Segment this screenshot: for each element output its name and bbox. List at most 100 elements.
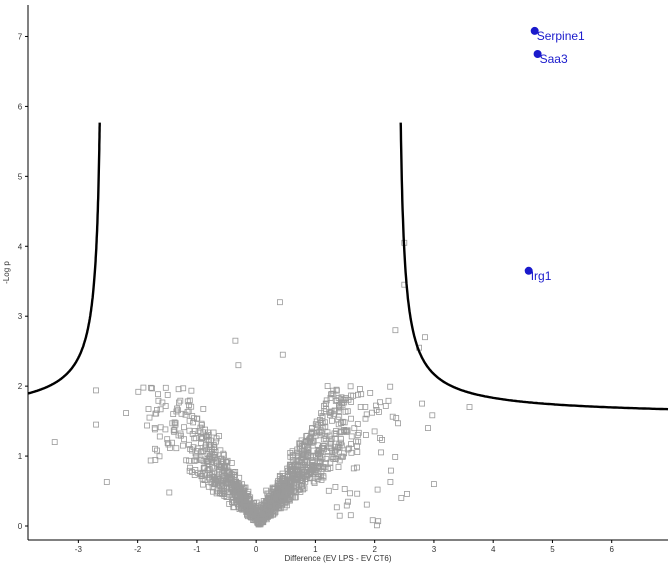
background-point xyxy=(193,415,200,422)
background-point xyxy=(188,387,195,394)
x-tick-label: -1 xyxy=(193,545,201,554)
background-point xyxy=(422,334,428,341)
background-point xyxy=(197,457,204,463)
background-point xyxy=(151,425,158,431)
background-point xyxy=(144,422,151,429)
background-point xyxy=(157,406,164,413)
background-point xyxy=(292,461,299,468)
background-point xyxy=(362,415,369,422)
background-point xyxy=(395,420,402,427)
background-point xyxy=(190,419,197,426)
background-point xyxy=(180,385,187,392)
background-point xyxy=(322,435,329,442)
background-point xyxy=(265,508,272,515)
background-point xyxy=(258,514,265,521)
background-point xyxy=(311,480,318,487)
background-point xyxy=(93,421,99,428)
background-point xyxy=(157,424,164,431)
background-point xyxy=(175,432,182,439)
x-tick-label: 3 xyxy=(432,545,437,554)
background-point xyxy=(363,501,370,508)
background-point xyxy=(263,487,270,494)
background-point xyxy=(341,419,348,426)
background-point xyxy=(200,429,207,436)
background-point xyxy=(204,436,211,443)
background-point xyxy=(341,428,348,435)
background-point xyxy=(172,421,179,428)
background-point xyxy=(175,386,182,393)
background-point xyxy=(230,504,237,511)
background-point xyxy=(238,486,245,493)
background-point xyxy=(198,448,205,455)
point-label-serpine1: Serpine1 xyxy=(537,29,585,43)
background-point xyxy=(354,490,361,497)
background-point xyxy=(335,464,342,471)
background-point xyxy=(192,466,199,473)
background-point xyxy=(373,402,379,409)
background-point xyxy=(301,448,307,455)
background-point xyxy=(348,433,355,440)
background-point xyxy=(362,403,369,410)
background-point xyxy=(164,391,171,398)
background-point xyxy=(344,446,351,453)
background-point xyxy=(387,479,394,485)
threshold-curve-right xyxy=(399,122,669,411)
background-point xyxy=(336,445,343,452)
background-point xyxy=(292,494,298,501)
background-point xyxy=(159,399,166,406)
background-point xyxy=(322,400,329,407)
background-point xyxy=(237,495,244,502)
background-point xyxy=(335,444,342,451)
background-point xyxy=(280,477,287,484)
background-point xyxy=(253,508,260,515)
background-point xyxy=(198,439,204,446)
background-point xyxy=(186,441,192,448)
x-tick-label: -2 xyxy=(134,545,142,554)
x-tick-label: 4 xyxy=(491,545,496,554)
background-point xyxy=(166,444,173,451)
background-point xyxy=(321,446,327,453)
x-tick-label: 1 xyxy=(313,545,318,554)
significant-point-serpine1 xyxy=(530,26,539,35)
background-point xyxy=(363,411,370,418)
background-point xyxy=(324,429,331,436)
x-tick-label: 0 xyxy=(254,545,259,554)
background-point xyxy=(318,476,325,483)
background-point xyxy=(344,427,351,434)
background-point xyxy=(336,512,343,519)
background-point xyxy=(392,453,399,460)
background-point xyxy=(264,510,271,517)
background-point xyxy=(135,388,142,395)
background-point xyxy=(304,459,310,466)
background-point xyxy=(223,480,230,487)
background-point xyxy=(430,481,437,488)
background-point xyxy=(164,440,171,446)
background-point xyxy=(279,351,286,358)
background-point xyxy=(323,456,330,463)
background-point xyxy=(324,448,331,455)
background-point xyxy=(325,487,332,494)
background-point xyxy=(304,453,311,460)
background-point xyxy=(354,432,361,438)
background-point xyxy=(354,449,361,456)
background-point xyxy=(398,495,405,501)
background-point xyxy=(327,409,334,416)
background-point xyxy=(347,383,354,390)
background-point xyxy=(166,489,173,496)
y-tick-label: 3 xyxy=(18,312,23,321)
background-point xyxy=(322,459,329,466)
background-point xyxy=(330,411,337,418)
y-tick-label: 5 xyxy=(18,172,23,181)
background-point xyxy=(155,397,162,404)
y-tick-label: 7 xyxy=(18,32,23,41)
background-point xyxy=(328,417,335,424)
background-point xyxy=(276,299,283,306)
background-point xyxy=(307,454,314,461)
background-point xyxy=(186,467,193,474)
background-point xyxy=(218,455,225,462)
background-point xyxy=(341,486,348,492)
background-point xyxy=(357,404,364,410)
background-point xyxy=(151,426,158,433)
y-tick-label: 0 xyxy=(18,522,23,531)
